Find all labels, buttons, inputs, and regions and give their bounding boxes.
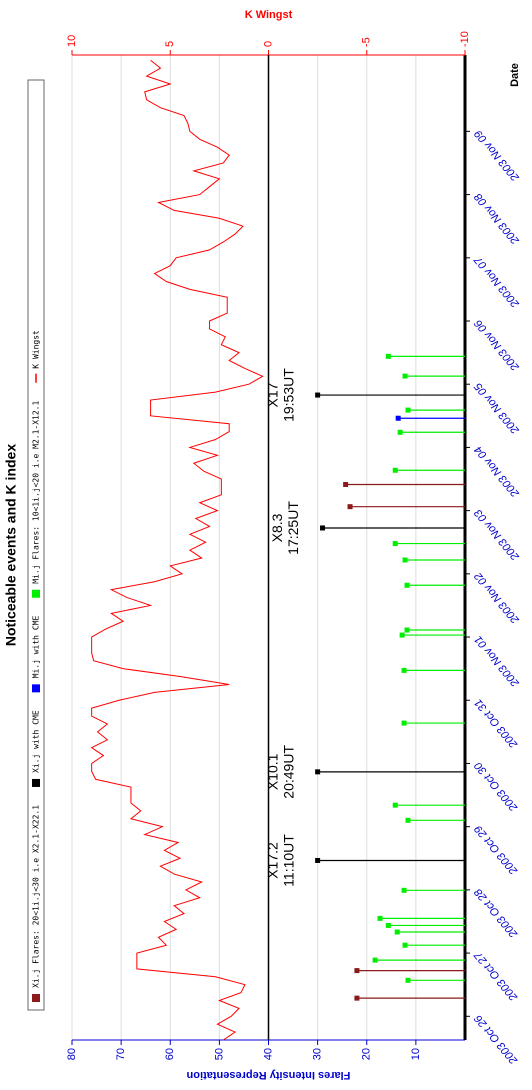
flare-marker: [405, 977, 411, 983]
flare-marker: [394, 929, 400, 935]
x-tick-label: 2003 Oct 28: [472, 885, 521, 940]
legend-swatch: [32, 589, 40, 598]
y-tick-label: 80: [66, 1048, 78, 1060]
flare-annotation: X17.2: [264, 842, 280, 879]
flare-marker: [402, 373, 408, 379]
y-tick-label: 60: [164, 1048, 176, 1060]
flare-marker: [405, 407, 411, 413]
x-tick-label: 2003 Nov 05: [472, 380, 522, 437]
y2-tick-label: 0: [262, 41, 274, 47]
x-tick-label: 2003 Oct 30: [472, 759, 521, 814]
rotated-chart: Noticeable events and K index 1020304050…: [3, 9, 523, 1081]
flare-marker: [404, 582, 410, 588]
legend-label: K Wingst: [32, 330, 41, 369]
x-tick-label: 2003 Nov 07: [472, 253, 522, 310]
flare-annotation: 11:10UT: [280, 834, 296, 887]
legend-swatch: [32, 684, 40, 693]
x-tick-label: 2003 Nov 02: [472, 570, 522, 626]
flare-marker: [401, 667, 407, 673]
k-index-line: [90, 59, 264, 1041]
legend-label: Xi.j Flares: 20<1i.j<30 i.e X2.1-X22.1: [32, 805, 41, 988]
y2-tick-label: 5: [164, 41, 176, 47]
flare-marker: [385, 353, 391, 359]
flare-marker: [343, 482, 349, 488]
chart-title: Noticeable events and K index: [3, 444, 19, 646]
flare-marker: [397, 429, 403, 435]
y-tick-label: 20: [361, 1048, 373, 1060]
flare-annotation: 20:49UT: [280, 745, 296, 799]
flare-marker: [315, 769, 321, 775]
legend-label: Mi.j Flares: 10<1i.j<20 i.e M2.1-X12.1: [32, 401, 41, 584]
flare-marker: [377, 915, 383, 921]
flare-marker: [399, 632, 405, 638]
legend-label: Xi.j with CME: [32, 710, 41, 773]
x-tick-label: 2003 Nov 03: [472, 506, 522, 563]
legend-box: [27, 79, 45, 1011]
flare-marker: [404, 627, 410, 633]
flare-marker: [392, 802, 398, 808]
legend-swatch: [32, 994, 40, 1002]
x-tick-label: 2003 Nov 01: [472, 633, 522, 689]
y-axis-title: Flares Intensity Representation: [186, 1069, 350, 1081]
flare-marker: [401, 720, 407, 726]
flare-marker: [392, 541, 398, 547]
flare-marker: [347, 504, 353, 510]
y2-tick-label: -10: [459, 31, 471, 47]
y-tick-label: 10: [410, 1048, 422, 1060]
flare-annotation: X10.1: [264, 753, 280, 790]
flare-marker: [402, 557, 408, 563]
flare-marker: [315, 392, 321, 398]
x-tick-label: 2003 Oct 31: [472, 696, 520, 750]
x-tick-label: 2003 Oct 29: [472, 823, 520, 877]
x-tick-label: 2003 Oct 26: [472, 1012, 521, 1067]
y-tick-label: 40: [262, 1048, 274, 1060]
flare-annotation: 19:53UT: [280, 368, 296, 422]
x-tick-label: 2003 Oct 27: [472, 949, 521, 1004]
y2-tick-label: 10: [66, 35, 78, 47]
y2-axis-title: K Wingst: [245, 9, 293, 21]
flare-marker: [320, 525, 326, 531]
flare-marker: [405, 817, 411, 823]
legend-swatch: [32, 778, 40, 787]
flare-marker: [354, 995, 360, 1001]
x-tick-label: 2003 Nov 09: [472, 128, 522, 184]
flare-marker: [395, 415, 401, 421]
flare-annotation: X17: [264, 382, 280, 407]
flare-marker: [372, 957, 378, 963]
flare-annotation: 17:25UT: [285, 501, 301, 555]
flare-marker: [385, 922, 391, 928]
flare-marker: [315, 857, 321, 863]
x-tick-label: 2003 Nov 06: [472, 317, 522, 374]
flare-marker: [402, 942, 408, 948]
y2-tick-label: -5: [361, 37, 373, 47]
x-tick-label: 2003 Nov 04: [472, 444, 522, 500]
flare-marker: [401, 887, 407, 893]
flare-annotation: X8.3: [269, 513, 285, 542]
y-tick-label: 50: [213, 1048, 225, 1060]
flare-marker: [392, 467, 398, 473]
legend-label: Mi.j with CME: [32, 616, 41, 679]
x-tick-label: 2003 Nov 08: [472, 190, 522, 247]
x-axis-title: Date: [509, 63, 521, 87]
flare-marker: [354, 968, 360, 974]
y-tick-label: 70: [115, 1048, 127, 1060]
y-tick-label: 30: [312, 1048, 324, 1060]
